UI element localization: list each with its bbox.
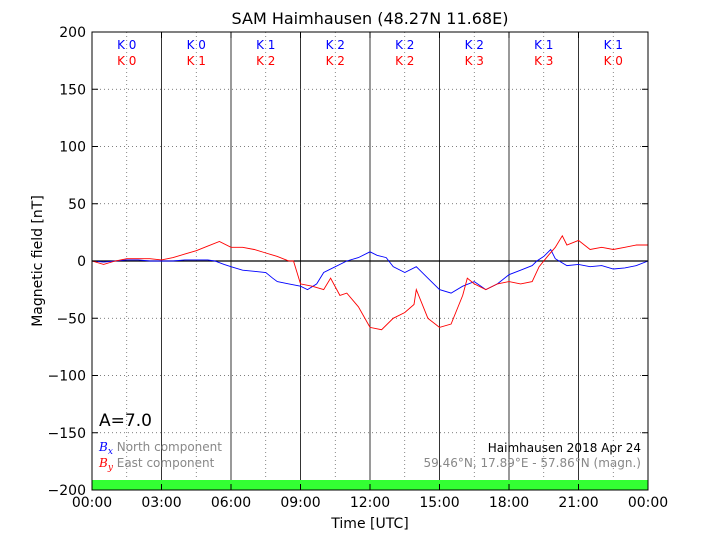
k-index-east: K 2 [395, 54, 414, 68]
k-index-north: K 1 [256, 38, 275, 52]
station-date: Haimhausen 2018 Apr 24 [488, 441, 641, 455]
x-tick-label: 12:00 [350, 495, 390, 511]
x-tick-label: 09:00 [280, 495, 320, 511]
y-tick-label: 200 [59, 25, 86, 41]
k-index-east: K 0 [117, 54, 136, 68]
x-tick-label: 21:00 [558, 495, 598, 511]
legend-by-symbol: B [98, 456, 108, 470]
y-tick-label: 50 [68, 197, 86, 213]
chart-title: SAM Haimhausen (48.27N 11.68E) [232, 9, 509, 28]
y-tick-label: 150 [59, 82, 86, 98]
k-index-east: K 1 [187, 54, 206, 68]
legend-by: By East component [98, 456, 215, 473]
k-index-north: K 0 [187, 38, 206, 52]
legend: Bx North component By East component [98, 440, 222, 473]
x-axis-label: Time [UTC] [330, 516, 408, 532]
k-index-east: K 3 [465, 54, 484, 68]
y-axis-label: Magnetic field [nT] [30, 195, 46, 327]
k-index-east: K 2 [256, 54, 275, 68]
k-index-east: K 0 [604, 54, 623, 68]
y-tick-label: −150 [48, 426, 86, 442]
y-tick-label: −100 [48, 369, 86, 385]
x-tick-label: 18:00 [489, 495, 529, 511]
k-index-north: K 2 [465, 38, 484, 52]
k-index-north: K 1 [604, 38, 623, 52]
x-tick-label: 15:00 [419, 495, 459, 511]
k-index-north: K 1 [534, 38, 553, 52]
series-line-north [91, 248, 649, 294]
a-index: A=7.0 [99, 411, 152, 431]
k-indices: K 0 K 0 K 0 K 1 K 1 K 2 K 2 K 2 K 2 K 2 K 2 K 3 K 1 K… [117, 38, 623, 68]
y-tick-label: 100 [59, 140, 86, 156]
legend-bx: Bx North component [98, 440, 222, 457]
x-tick-label: 00:00 [628, 495, 668, 511]
legend-bx-sub: x [108, 447, 113, 457]
k-index-north: K 2 [395, 38, 414, 52]
legend-by-sub: y [107, 463, 114, 473]
coordinates: 59.46°N, 17.89°E - 57.86°N (magn.) [424, 456, 641, 470]
series-line-east [91, 234, 648, 331]
k-index-east: K 3 [534, 54, 553, 68]
x-tick-label: 00:00 [72, 495, 112, 511]
legend-by-text: East component [113, 456, 215, 470]
series-layer [91, 234, 649, 331]
legend-bx-text: North component [113, 440, 222, 454]
ticks: 00:00 03:00 06:00 09:00 12:00 15:00 18:00 21:00… [48, 25, 669, 511]
x-tick-label: 03:00 [141, 495, 181, 511]
y-tick-label: 0 [77, 254, 86, 270]
x-tick-label: 06:00 [211, 495, 251, 511]
y-tick-label: −50 [56, 311, 86, 327]
k-index-north: K 2 [326, 38, 345, 52]
legend-bx-symbol: B [98, 440, 108, 454]
y-tick-label: −200 [48, 483, 86, 499]
k-index-north: K 0 [117, 38, 136, 52]
k-index-east: K 2 [326, 54, 345, 68]
